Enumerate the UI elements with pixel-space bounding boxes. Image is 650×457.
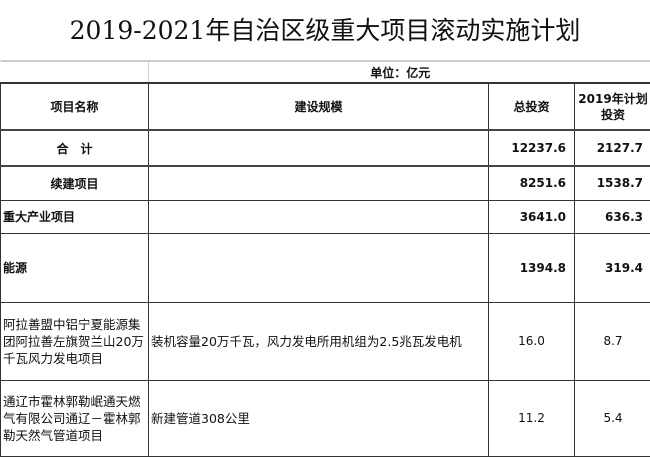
row-name: 续建项目 <box>1 166 149 200</box>
row-name: 阿拉善盟中铝宁夏能源集团阿拉善左旗贺兰山20万千瓦风力发电项目 <box>1 302 149 380</box>
row-plan2019: 319.4 <box>575 233 650 302</box>
row-plan2019: 8.7 <box>575 302 650 380</box>
row-total: 1394.8 <box>489 233 575 302</box>
table-row: 通辽市霍林郭勒岷通天燃气有限公司通辽－霍林郭勒天然气管道项目 新建管道308公里… <box>1 380 650 456</box>
row-total: 11.2 <box>489 380 575 456</box>
row-name: 通辽市霍林郭勒岷通天燃气有限公司通辽－霍林郭勒天然气管道项目 <box>1 380 149 456</box>
row-plan2019: 636.3 <box>575 200 650 233</box>
row-plan2019: 5.4 <box>575 380 650 456</box>
table-row: 合 计 12237.6 2127.7 <box>1 130 650 166</box>
row-name: 合 计 <box>1 130 149 166</box>
row-total: 3641.0 <box>489 200 575 233</box>
header-scale: 建设规模 <box>149 83 489 130</box>
table-row: 重大产业项目 3641.0 636.3 <box>1 200 650 233</box>
row-scale <box>149 233 489 302</box>
investment-table: 单位：亿元 项目名称 建设规模 总投资 2019年计划投资 合 计 12237.… <box>0 61 650 457</box>
row-total: 8251.6 <box>489 166 575 200</box>
row-name: 能源 <box>1 233 149 302</box>
header-row: 项目名称 建设规模 总投资 2019年计划投资 <box>1 83 650 130</box>
unit-label: 单位：亿元 <box>149 62 650 84</box>
row-scale: 装机容量20万千瓦，风力发电所用机组为2.5兆瓦发电机 <box>149 302 489 380</box>
row-total: 12237.6 <box>489 130 575 166</box>
table-row: 续建项目 8251.6 1538.7 <box>1 166 650 200</box>
table-row: 阿拉善盟中铝宁夏能源集团阿拉善左旗贺兰山20万千瓦风力发电项目 装机容量20万千… <box>1 302 650 380</box>
header-plan2019: 2019年计划投资 <box>575 83 650 130</box>
row-plan2019: 1538.7 <box>575 166 650 200</box>
row-total: 16.0 <box>489 302 575 380</box>
header-name: 项目名称 <box>1 83 149 130</box>
row-scale: 新建管道308公里 <box>149 380 489 456</box>
row-plan2019: 2127.7 <box>575 130 650 166</box>
empty-cell <box>1 62 149 84</box>
table-row: 能源 1394.8 319.4 <box>1 233 650 302</box>
page-title: 2019-2021年自治区级重大项目滚动实施计划 <box>0 0 650 55</box>
row-name: 重大产业项目 <box>1 200 149 233</box>
row-scale <box>149 166 489 200</box>
row-scale <box>149 200 489 233</box>
row-scale <box>149 130 489 166</box>
unit-row: 单位：亿元 <box>1 62 650 84</box>
header-total: 总投资 <box>489 83 575 130</box>
